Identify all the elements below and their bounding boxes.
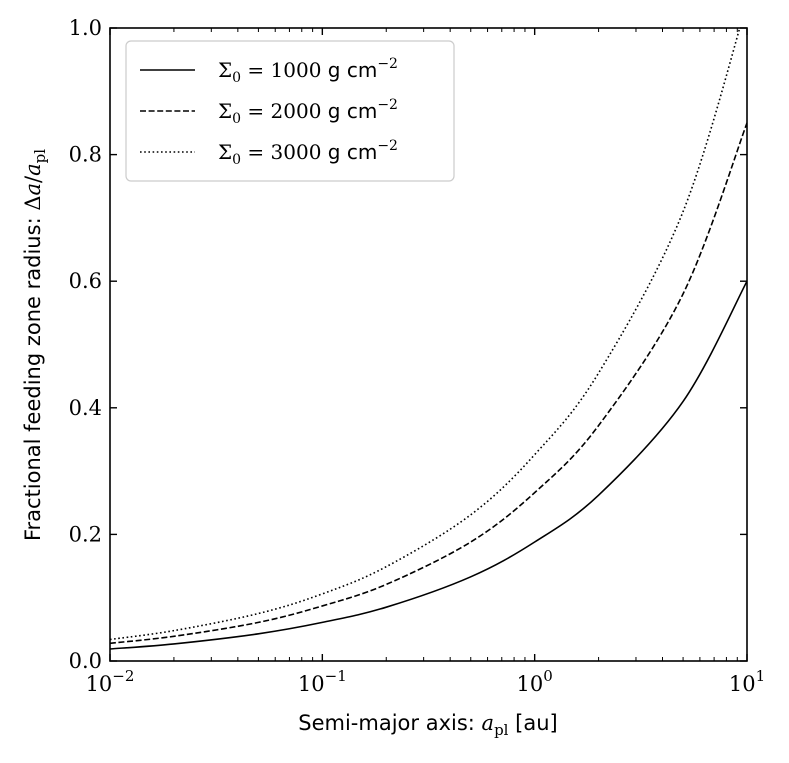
- y-axis-label: Fractional feeding zone radius: Δa/apl: [21, 149, 49, 541]
- series-layer: [110, 28, 747, 650]
- legend-entry-2000: Σ0 = 2000 g cm−2: [218, 97, 398, 127]
- series-line-dashed: [110, 122, 747, 645]
- x-tick-label: 10−1: [298, 667, 347, 696]
- series-line-solid: [110, 280, 747, 650]
- y-tick-labels: 0.0 0.2 0.4 0.6 0.8 1.0: [69, 16, 102, 673]
- legend: Σ0 = 1000 g cm−2 Σ0 = 2000 g cm−2 Σ0 = 3…: [125, 40, 455, 182]
- series-line-dotted: [110, 28, 741, 641]
- y-tick-label: 0.4: [69, 396, 102, 420]
- x-tick-label: 100: [517, 667, 553, 696]
- y-tick-label: 0.6: [69, 269, 102, 293]
- legend-entry-3000: Σ0 = 3000 g cm−2: [218, 138, 398, 168]
- y-tick-label: 0.8: [69, 143, 102, 167]
- legend-box: [125, 40, 455, 182]
- x-tick-labels: 10−2 10−1 100 101: [86, 667, 766, 696]
- x-tick-label: 10−2: [86, 667, 135, 696]
- plot-frame: [109, 27, 748, 662]
- y-tick-label: 0.2: [69, 522, 102, 546]
- x-axis-label: Semi-major axis: apl [au]: [298, 711, 557, 739]
- x-tick-label: 101: [729, 667, 765, 696]
- y-tick-label: 1.0: [69, 16, 102, 40]
- y-tick-label: 0.0: [69, 649, 102, 673]
- legend-entry-1000: Σ0 = 1000 g cm−2: [218, 56, 398, 86]
